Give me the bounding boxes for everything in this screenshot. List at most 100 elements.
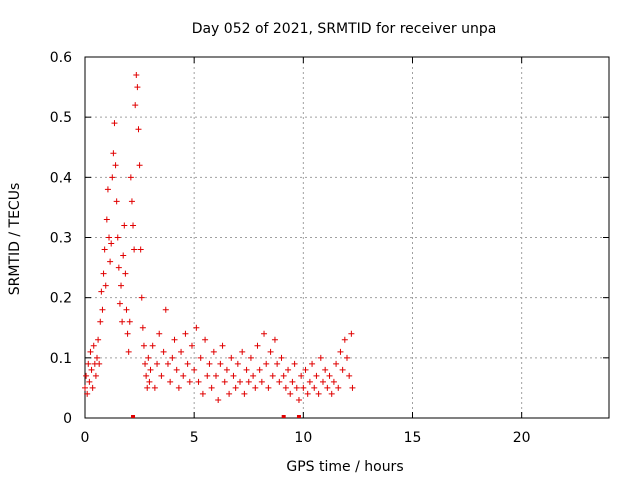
data-point — [306, 378, 313, 385]
data-point — [98, 288, 105, 295]
data-point — [106, 234, 113, 241]
data-point — [97, 318, 104, 325]
data-point — [134, 84, 141, 91]
data-point — [237, 378, 244, 385]
data-point — [154, 360, 161, 367]
data-point — [86, 378, 93, 385]
data-point — [243, 366, 250, 373]
data-point — [193, 324, 200, 331]
data-point — [82, 384, 88, 391]
data-point — [102, 282, 109, 289]
data-point — [191, 366, 198, 373]
data-point — [285, 366, 292, 373]
data-point — [140, 342, 147, 349]
data-point — [219, 342, 226, 349]
data-point — [182, 330, 189, 337]
data-point — [221, 378, 228, 385]
data-point — [115, 264, 122, 271]
data-point — [147, 366, 154, 373]
data-point — [322, 366, 329, 373]
y-axis-label: SRMTID / TECUs — [7, 183, 23, 296]
data-point — [118, 282, 125, 289]
data-point — [95, 336, 102, 343]
x-tick-label: 0 — [81, 430, 90, 446]
data-point — [348, 330, 355, 337]
data-point — [269, 372, 276, 379]
data-point — [234, 360, 241, 367]
data-point — [169, 354, 176, 361]
data-point — [232, 384, 239, 391]
bottom-markers — [131, 415, 301, 418]
data-point — [300, 384, 307, 391]
data-point — [298, 372, 305, 379]
data-point — [295, 396, 302, 403]
data-point — [131, 246, 138, 253]
data-point — [280, 372, 287, 379]
data-point — [173, 366, 180, 373]
data-point — [142, 360, 149, 367]
data-point — [87, 348, 94, 355]
grid-lines — [85, 57, 609, 418]
data-point — [104, 186, 111, 193]
data-point — [339, 366, 346, 373]
data-point — [149, 342, 156, 349]
data-point — [144, 384, 151, 391]
data-point — [90, 342, 97, 349]
data-point — [160, 348, 167, 355]
data-point — [188, 342, 195, 349]
data-point — [100, 270, 107, 277]
data-point — [210, 348, 217, 355]
data-point — [85, 360, 92, 367]
data-point — [217, 360, 224, 367]
data-point — [128, 198, 135, 205]
data-point — [226, 390, 233, 397]
data-point — [213, 372, 219, 379]
data-point — [167, 378, 174, 385]
data-point — [287, 390, 294, 397]
data-point — [119, 318, 126, 325]
data-point — [215, 396, 222, 403]
data-point — [313, 372, 320, 379]
data-point — [261, 330, 268, 337]
data-point — [184, 360, 191, 367]
data-point — [180, 372, 187, 379]
data-point — [315, 390, 322, 397]
data-point — [122, 270, 129, 277]
data-point — [136, 162, 143, 169]
data-point — [254, 342, 261, 349]
data-point — [247, 354, 254, 361]
data-point — [197, 354, 204, 361]
data-point — [145, 354, 152, 361]
data-point — [276, 378, 283, 385]
data-point — [126, 318, 133, 325]
x-axis-label: GPS time / hours — [286, 459, 403, 475]
data-point — [319, 378, 326, 385]
data-point — [84, 390, 91, 397]
data-point — [230, 372, 237, 379]
data-point — [335, 384, 342, 391]
data-point — [208, 384, 215, 391]
data-point — [124, 330, 131, 337]
data-point — [241, 390, 248, 397]
data-point — [271, 336, 278, 343]
data-point — [103, 216, 110, 223]
data-point — [202, 336, 209, 343]
data-point — [108, 240, 115, 247]
data-point — [164, 360, 171, 367]
data-point — [326, 372, 333, 379]
data-point — [89, 384, 96, 391]
data-point — [250, 372, 257, 379]
data-point — [109, 174, 116, 181]
data-point — [92, 372, 99, 379]
data-point — [252, 384, 259, 391]
data-point — [171, 336, 178, 343]
data-point — [158, 372, 165, 379]
bottom-marker — [281, 415, 286, 418]
data-point — [289, 378, 296, 385]
chart-title: Day 052 of 2021, SRMTID for receiver unp… — [192, 21, 497, 37]
bottom-marker — [131, 415, 136, 418]
data-point — [293, 384, 300, 391]
data-point — [116, 300, 123, 307]
data-point — [263, 360, 270, 367]
